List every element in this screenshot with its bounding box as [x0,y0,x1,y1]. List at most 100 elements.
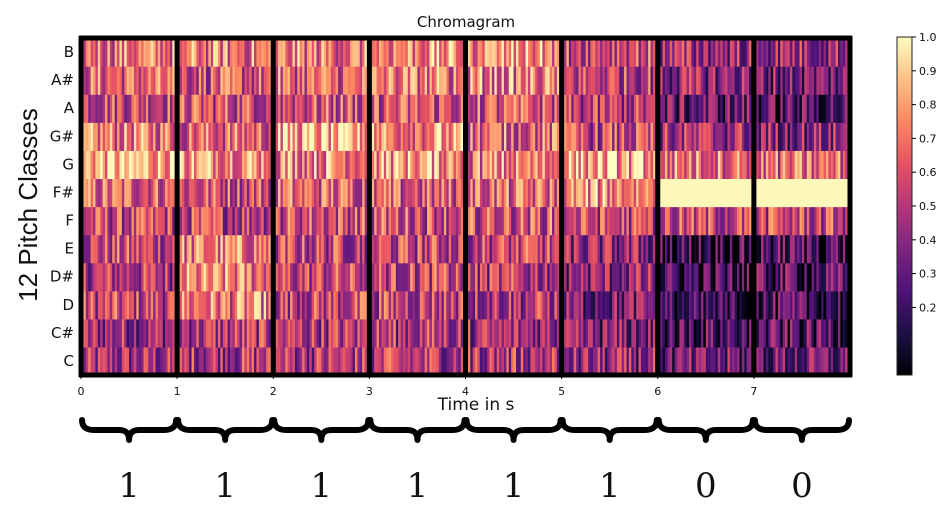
heatmap-cell [393,262,397,292]
heatmap-cell [155,318,159,348]
heatmap-cell [347,66,351,95]
heatmap-cell [701,178,705,208]
heatmap-cell [453,178,457,208]
heatmap-cell [93,206,97,236]
heatmap-cell [660,346,664,376]
heatmap-cell [532,290,536,320]
heatmap-cell [729,66,733,95]
heatmap-cell [470,178,474,208]
heatmap-cell [345,94,349,123]
heatmap-cell [638,66,642,95]
heatmap-cell [210,346,214,376]
heatmap-cell [477,262,481,292]
heatmap-cell [487,178,491,208]
heatmap-cell [342,66,346,95]
heatmap-cell [191,94,195,123]
heatmap-cell [306,178,310,208]
heatmap-cell [234,346,238,376]
heatmap-cell [727,346,731,376]
heatmap-cell [484,206,488,236]
heatmap-cell [316,234,320,264]
heatmap-cell [542,318,546,348]
heatmap-cell [357,66,361,95]
heatmap-cell [482,178,486,208]
heatmap-cell [282,94,286,123]
heatmap-cell [520,94,524,123]
heatmap-cell [141,122,145,151]
heatmap-cell [813,178,817,208]
heatmap-cell [833,206,837,236]
heatmap-cell [597,38,601,67]
x-tick-label: 7 [750,385,757,398]
heatmap-cell [532,38,536,67]
heatmap-cell [88,290,92,320]
heatmap-cell [691,262,695,292]
heatmap-cell [768,346,772,376]
heatmap-cell [280,318,284,348]
heatmap-cell [693,150,697,180]
heatmap-cell [97,318,101,348]
heatmap-cell [95,262,99,292]
heatmap-cell [720,318,724,348]
heatmap-cell [660,206,664,236]
heatmap-cell [232,122,236,151]
heatmap-cell [638,262,642,292]
heatmap-cell [578,122,582,151]
heatmap-cell [571,290,575,320]
heatmap-cell [342,318,346,348]
heatmap-cell [475,318,479,348]
heatmap-cell [97,290,101,320]
heatmap-cell [352,38,356,67]
heatmap-cell [616,38,620,67]
heatmap-cell [403,234,407,264]
heatmap-cell [662,122,666,151]
heatmap-cell [785,234,789,264]
segment-brace [79,417,180,443]
heatmap-cell [388,178,392,208]
heatmap-cell [145,122,149,151]
heatmap-cell [145,262,149,292]
heatmap-cell [157,178,161,208]
heatmap-cell [813,150,817,180]
heatmap-cell [722,262,726,292]
heatmap-cell [121,206,125,236]
heatmap-cell [840,150,844,180]
heatmap-cell [508,66,512,95]
heatmap-cell [196,94,200,123]
colorbar-tick-label: 0.6 [919,166,937,179]
heatmap-cell [556,122,560,151]
heatmap-cell [131,234,135,264]
heatmap-cell [136,150,140,180]
y-tick-label: F [65,212,74,230]
heatmap-cell [107,206,111,236]
heatmap-cell [568,150,572,180]
heatmap-cell [475,38,479,67]
heatmap-cell [193,346,197,376]
heatmap-cell [785,150,789,180]
heatmap-cell [460,234,464,264]
heatmap-cell [119,346,123,376]
heatmap-cell [297,66,301,95]
heatmap-cell [431,290,435,320]
heatmap-cell [701,234,705,264]
heatmap-cell [643,178,647,208]
heatmap-cell [424,178,428,208]
heatmap-cell [693,122,697,151]
colorbar-tick-label: 0.4 [919,234,937,247]
heatmap-cell [741,178,745,208]
heatmap-cell [316,66,320,95]
heatmap-cell [487,318,491,348]
heatmap-cell [662,318,666,348]
heatmap-cell [237,178,241,208]
heatmap-cell [821,38,825,67]
heatmap-cell [386,262,390,292]
heatmap-cell [124,66,128,95]
heatmap-cell [636,150,640,180]
heatmap-cell [595,66,599,95]
heatmap-cell [592,346,596,376]
heatmap-cell [578,66,582,95]
heatmap-cell [443,346,447,376]
x-tick-label: 3 [366,385,373,398]
heatmap-cell [138,234,142,264]
heatmap-cell [350,318,354,348]
